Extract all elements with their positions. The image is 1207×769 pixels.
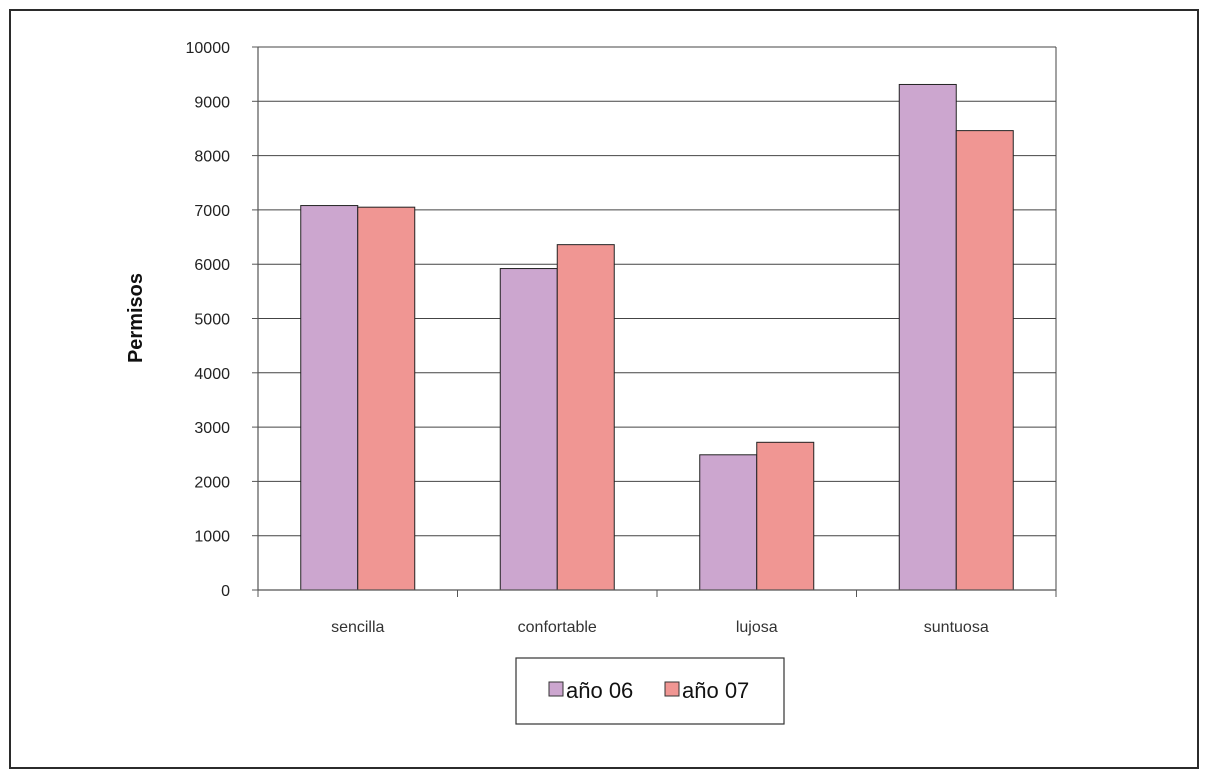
legend-swatch-ano-06 bbox=[548, 681, 564, 697]
y-tick-label-1000: 1000 bbox=[194, 529, 230, 546]
legend-label-ano-07: año 07 bbox=[682, 678, 749, 703]
y-axis-title: Permisos bbox=[125, 273, 147, 363]
x-tick-label-lujosa: lujosa bbox=[736, 619, 778, 636]
bar-ano-06-suntuosa bbox=[898, 83, 957, 591]
legend: año 06 año 07 bbox=[515, 657, 785, 725]
y-tick-label-7000: 7000 bbox=[194, 203, 230, 220]
axes bbox=[252, 46, 1057, 597]
y-tick-labels: 0 1000 2000 3000 4000 5000 6000 7000 8000 9000 100… bbox=[186, 40, 231, 600]
y-tick-label-2000: 2000 bbox=[194, 474, 230, 491]
y-tick-label-4000: 4000 bbox=[194, 366, 230, 383]
y-tick-label-5000: 5000 bbox=[194, 312, 230, 329]
legend-label-ano-06: año 06 bbox=[566, 678, 633, 703]
x-tick-labels: sencilla confortable lujosa suntuosa bbox=[331, 619, 989, 636]
x-tick-label-sencilla: sencilla bbox=[331, 619, 384, 636]
bar-ano-07-sencilla bbox=[357, 206, 416, 591]
x-tick-label-confortable: confortable bbox=[518, 619, 597, 636]
legend-swatch-ano-07 bbox=[664, 681, 680, 697]
y-tick-label-6000: 6000 bbox=[194, 257, 230, 274]
x-tick-label-suntuosa: suntuosa bbox=[924, 619, 989, 636]
bar-ano-06-confortable bbox=[499, 268, 558, 591]
bar-ano-06-sencilla bbox=[300, 205, 359, 591]
bars bbox=[300, 83, 1014, 591]
y-tick-label-0: 0 bbox=[221, 583, 230, 600]
bar-chart: 0 1000 2000 3000 4000 5000 6000 7000 8000 9000 100… bbox=[125, 40, 1057, 725]
bar-ano-07-suntuosa bbox=[955, 130, 1014, 591]
bar-ano-06-lujosa bbox=[699, 454, 758, 591]
bar-ano-07-lujosa bbox=[756, 441, 815, 591]
y-tick-label-8000: 8000 bbox=[194, 149, 230, 166]
y-tick-label-10000: 10000 bbox=[186, 40, 231, 57]
y-tick-label-9000: 9000 bbox=[194, 94, 230, 111]
y-tick-label-3000: 3000 bbox=[194, 420, 230, 437]
bar-ano-07-confortable bbox=[556, 244, 615, 591]
